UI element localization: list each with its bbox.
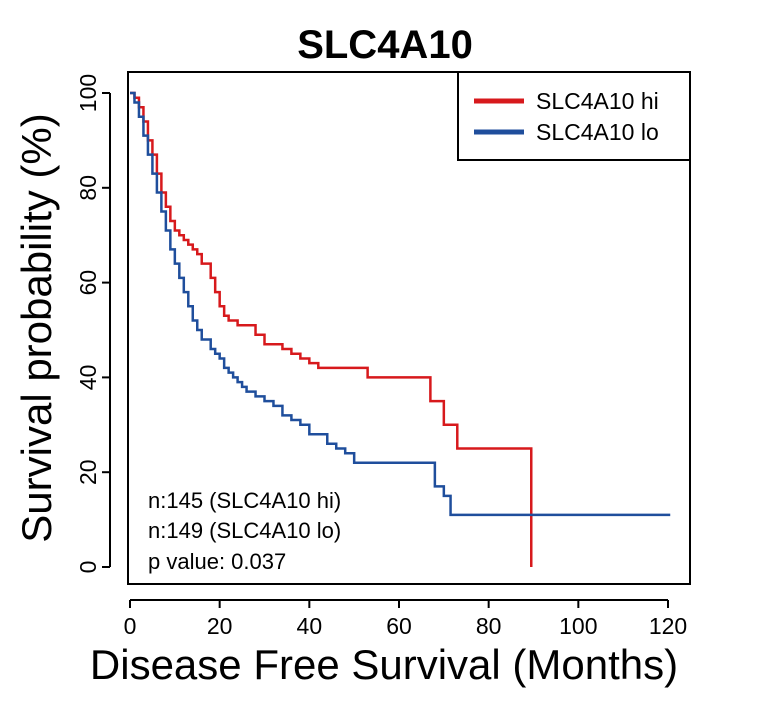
x-tick-label: 100 (559, 613, 597, 639)
y-tick-label: 40 (75, 365, 101, 391)
legend-label-lo: SLC4A10 lo (536, 119, 659, 145)
x-tick-label: 40 (297, 613, 323, 639)
x-tick-label: 0 (124, 613, 137, 639)
annotation-n-hi: n:145 (SLC4A10 hi) (148, 488, 341, 513)
legend-label-hi: SLC4A10 hi (536, 88, 659, 114)
y-tick-label: 0 (75, 561, 101, 574)
y-tick-label: 80 (75, 175, 101, 201)
series-line-hi (130, 91, 533, 567)
x-tick-label: 20 (207, 613, 233, 639)
chart-title: SLC4A10 (297, 23, 473, 67)
y-tick-label: 60 (75, 270, 101, 296)
series-layer (130, 91, 671, 567)
y-tick-label: 20 (75, 459, 101, 485)
legend: SLC4A10 hi SLC4A10 lo (457, 71, 691, 161)
legend-box (457, 71, 691, 161)
x-axis-ticks: 0 20 40 60 80 100 120 (124, 600, 687, 639)
x-tick-label: 120 (649, 613, 687, 639)
x-tick-label: 60 (386, 613, 412, 639)
annotation-n-lo: n:149 (SLC4A10 lo) (148, 518, 341, 543)
series-line-lo (130, 91, 671, 517)
plot-frame (127, 71, 691, 585)
y-axis-ticks: 0 20 40 60 80 100 (75, 74, 110, 574)
x-axis-label: Disease Free Survival (Months) (90, 641, 678, 688)
annotation-p-value: p value: 0.037 (148, 549, 286, 574)
y-axis-label: Survival probability (%) (13, 113, 60, 542)
y-tick-label: 100 (75, 74, 101, 112)
x-tick-label: 80 (476, 613, 502, 639)
